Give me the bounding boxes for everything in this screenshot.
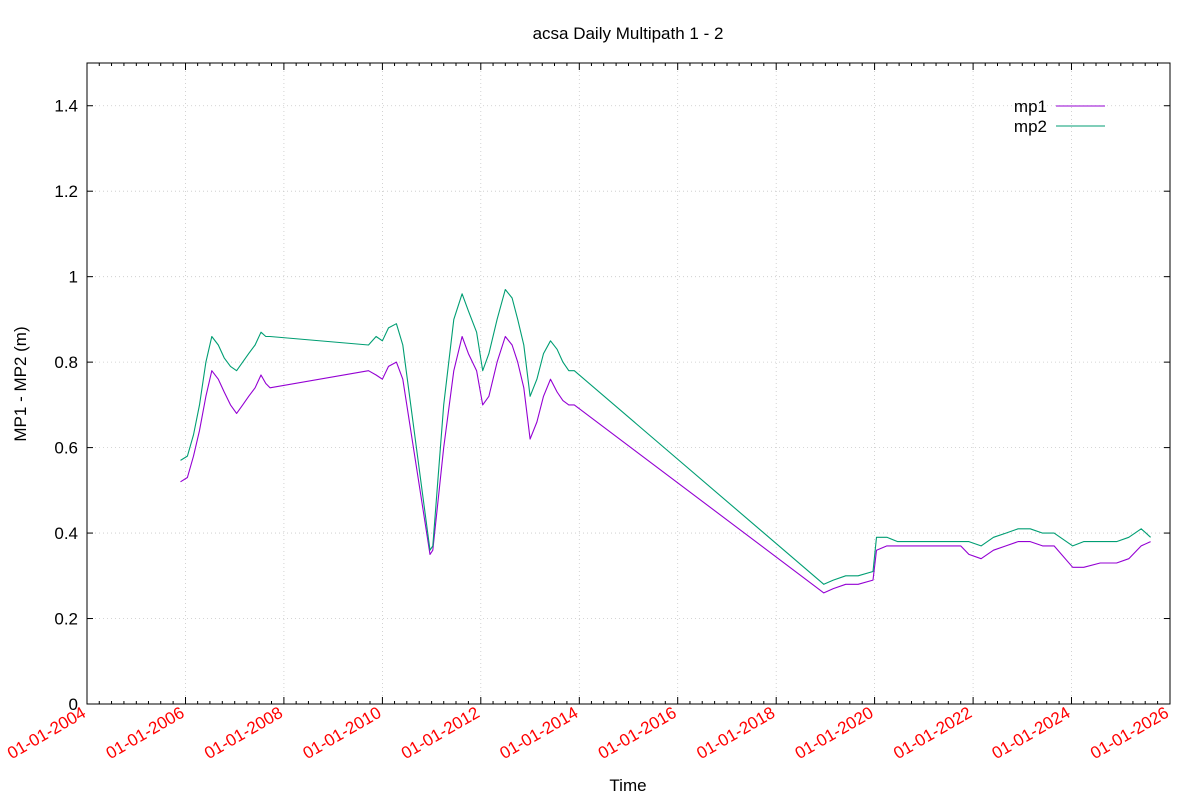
legend-label-mp2: mp2: [1014, 117, 1047, 136]
legend-label-mp1: mp1: [1014, 97, 1047, 116]
y-tick-label: 0: [69, 695, 78, 714]
chart-title: acsa Daily Multipath 1 - 2: [533, 24, 724, 43]
y-tick-labels: 0 0.2 0.4 0.6 0.8 1 1.2 1.4: [54, 97, 78, 714]
axis-ticks: [86, 63, 1171, 705]
grid: [87, 63, 1170, 704]
series-line-mp2: [180, 288, 1151, 585]
y-tick-label: 0.4: [54, 524, 78, 543]
series-layer: [180, 288, 1151, 594]
y-tick-label: 0.6: [54, 439, 78, 458]
y-tick-label: 1.2: [54, 182, 78, 201]
y-axis-label: MP1 - MP2 (m): [11, 326, 30, 441]
y-tick-label: 1.4: [54, 97, 78, 116]
y-tick-label: 0.2: [54, 610, 78, 629]
x-axis-label: Time: [609, 776, 646, 795]
y-tick-label: 1: [69, 268, 78, 287]
y-tick-label: 0.8: [54, 353, 78, 372]
series-line-mp1: [180, 335, 1151, 594]
